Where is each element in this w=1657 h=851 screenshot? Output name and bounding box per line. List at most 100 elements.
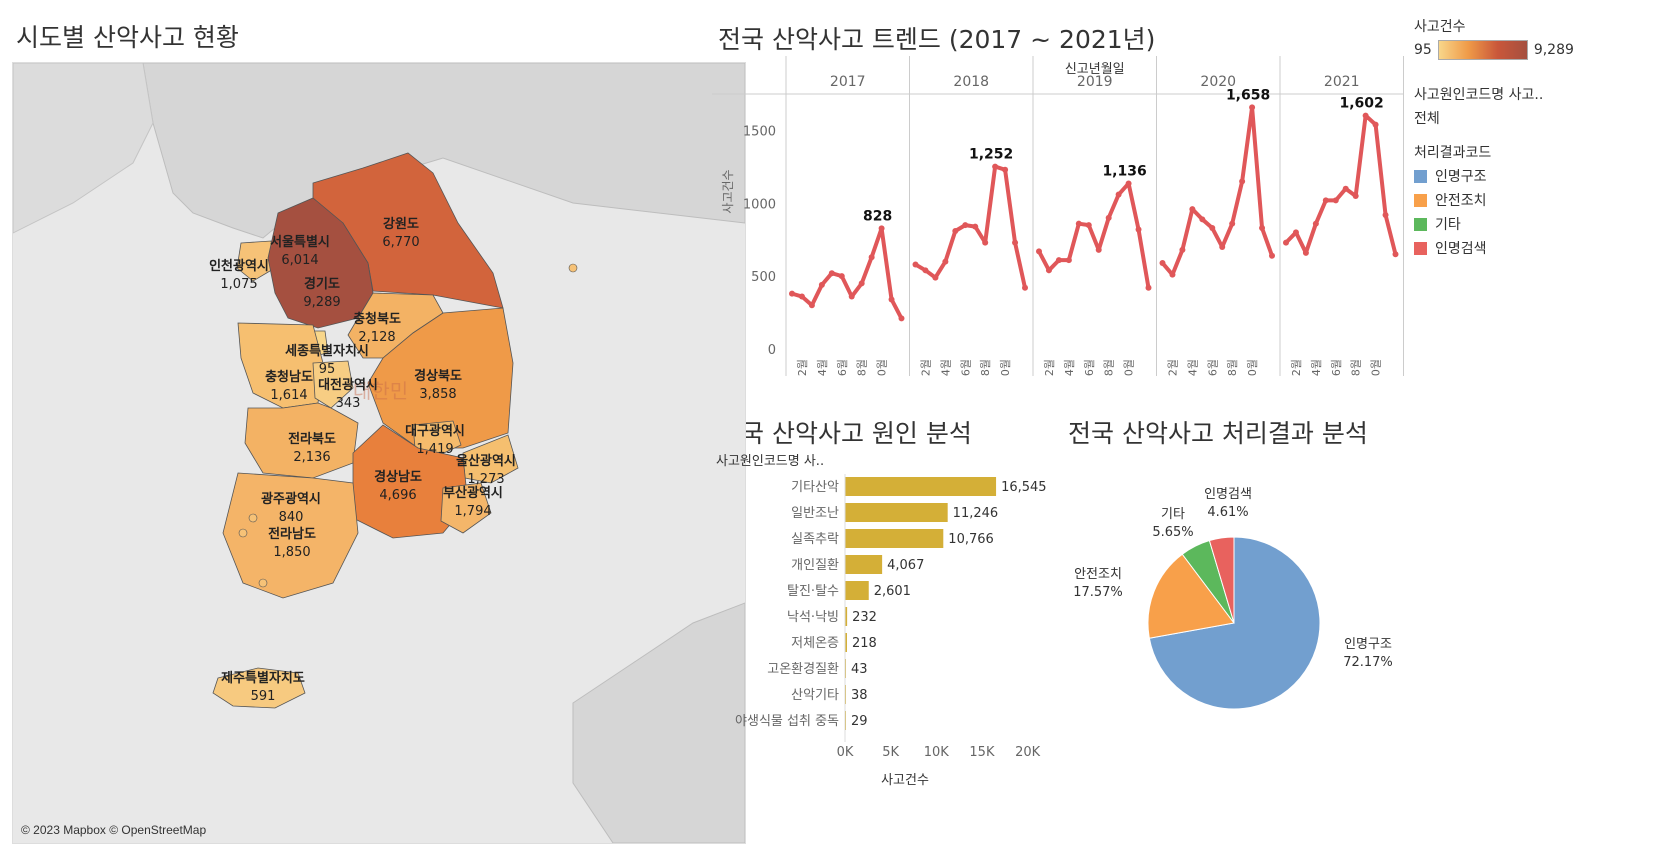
trend-point-0-6[interactable] bbox=[848, 293, 855, 300]
trend-point-0-1[interactable] bbox=[798, 293, 805, 300]
trend-point-2-0[interactable] bbox=[1036, 248, 1042, 255]
map-region-15[interactable] bbox=[222, 472, 359, 599]
trend-point-4-6[interactable] bbox=[1342, 185, 1349, 192]
trend-point-3-0[interactable] bbox=[1159, 260, 1166, 267]
trend-point-1-8[interactable] bbox=[992, 163, 999, 170]
trend-xtick-3-4: 10월 bbox=[1246, 359, 1259, 376]
pie-slice-1[interactable] bbox=[1147, 553, 1235, 639]
trend-point-2-1[interactable] bbox=[1045, 267, 1052, 274]
cause-bar-6[interactable] bbox=[845, 633, 847, 652]
trend-line-1[interactable] bbox=[914, 164, 1027, 289]
trend-point-3-8[interactable] bbox=[1239, 178, 1246, 185]
trend-point-4-4[interactable] bbox=[1322, 197, 1329, 204]
cause-bar-2[interactable] bbox=[845, 529, 944, 548]
trend-point-4-11[interactable] bbox=[1392, 251, 1399, 258]
trend-point-1-3[interactable] bbox=[942, 258, 949, 265]
cause-bar-0[interactable] bbox=[845, 477, 997, 496]
trend-point-0-10[interactable] bbox=[888, 296, 895, 303]
trend-point-1-1[interactable] bbox=[922, 267, 929, 274]
trend-point-3-3[interactable] bbox=[1189, 206, 1196, 213]
trend-point-1-0[interactable] bbox=[912, 261, 919, 268]
map-region-7[interactable] bbox=[312, 360, 354, 409]
cause-filter[interactable]: 사고원인코드명 사고.. 전체 bbox=[1414, 84, 1644, 128]
trend-point-3-4[interactable] bbox=[1199, 216, 1206, 223]
trend-point-3-10[interactable] bbox=[1259, 225, 1266, 232]
trend-line-2[interactable] bbox=[1037, 181, 1151, 289]
map-region-name-4: 충청북도 bbox=[353, 311, 401, 327]
trend-point-2-7[interactable] bbox=[1105, 214, 1112, 221]
trend-xtick-1-1: 4월 bbox=[939, 359, 952, 376]
trend-point-3-2[interactable] bbox=[1179, 246, 1186, 253]
trend-point-2-2[interactable] bbox=[1055, 257, 1062, 264]
map-region-8[interactable] bbox=[367, 307, 514, 449]
trend-point-1-11[interactable] bbox=[1022, 284, 1028, 291]
trend-point-2-10[interactable] bbox=[1135, 226, 1142, 233]
cause-bar-5[interactable] bbox=[845, 607, 848, 626]
trend-point-0-0[interactable] bbox=[789, 290, 795, 297]
trend-point-3-7[interactable] bbox=[1229, 220, 1236, 227]
trend-point-0-11[interactable] bbox=[898, 315, 905, 322]
trend-point-2-8[interactable] bbox=[1115, 191, 1122, 198]
map-credit[interactable]: © 2023 Mapbox © OpenStreetMap bbox=[21, 823, 207, 837]
trend-point-2-4[interactable] bbox=[1075, 220, 1082, 227]
map-region-13[interactable] bbox=[440, 482, 492, 534]
map-regions bbox=[212, 152, 578, 709]
trend-line-0[interactable] bbox=[791, 226, 904, 320]
trend-point-0-5[interactable] bbox=[838, 273, 845, 280]
trend-point-2-3[interactable] bbox=[1065, 257, 1072, 264]
result-legend-item-2[interactable]: 기타 bbox=[1414, 214, 1644, 234]
trend-point-4-9[interactable] bbox=[1372, 121, 1379, 128]
trend-line-4[interactable] bbox=[1284, 113, 1398, 255]
trend-point-4-3[interactable] bbox=[1312, 220, 1319, 227]
trend-point-4-10[interactable] bbox=[1382, 211, 1389, 218]
trend-point-3-5[interactable] bbox=[1209, 225, 1216, 232]
pie-slice-3[interactable] bbox=[1208, 536, 1235, 624]
cause-chart[interactable]: 사고원인코드명 사.. 기타산악 16,545 일반조난 11,246 실족추락 10,76… bbox=[712, 448, 1062, 793]
trend-point-4-2[interactable] bbox=[1302, 249, 1309, 256]
trend-point-0-2[interactable] bbox=[808, 302, 815, 309]
trend-point-4-8[interactable] bbox=[1362, 112, 1369, 119]
cause-bar-3[interactable] bbox=[845, 555, 883, 574]
trend-point-0-4[interactable] bbox=[828, 270, 835, 277]
trend-point-3-1[interactable] bbox=[1169, 271, 1176, 278]
trend-point-0-9[interactable] bbox=[878, 225, 885, 232]
trend-point-1-10[interactable] bbox=[1012, 239, 1019, 246]
result-pie-chart[interactable]: 인명구조 72.17% 안전조치 17.57% 기타 5.65% 인명검색 4.61% bbox=[1068, 478, 1408, 738]
result-legend-item-0[interactable]: 인명구조 bbox=[1414, 166, 1644, 186]
map-region-9[interactable] bbox=[244, 402, 359, 479]
result-legend-item-1[interactable]: 안전조치 bbox=[1414, 190, 1644, 210]
trend-point-0-3[interactable] bbox=[818, 281, 825, 288]
trend-point-0-7[interactable] bbox=[858, 280, 865, 287]
trend-point-1-2[interactable] bbox=[932, 274, 939, 281]
trend-point-2-9[interactable] bbox=[1125, 180, 1132, 187]
trend-point-4-7[interactable] bbox=[1352, 193, 1359, 199]
trend-point-3-9[interactable] bbox=[1249, 104, 1256, 111]
map-region-value-11: 1,273 bbox=[467, 472, 504, 487]
trend-point-2-5[interactable] bbox=[1085, 222, 1092, 229]
map-region-10[interactable] bbox=[412, 420, 462, 459]
trend-point-1-6[interactable] bbox=[972, 223, 979, 230]
trend-point-0-8[interactable] bbox=[868, 254, 875, 261]
trend-point-2-11[interactable] bbox=[1145, 284, 1152, 291]
map-region-16[interactable] bbox=[212, 667, 306, 709]
cause-bar-1[interactable] bbox=[845, 503, 948, 522]
trend-point-4-0[interactable] bbox=[1283, 239, 1289, 246]
trend-line-3[interactable] bbox=[1160, 105, 1274, 277]
trend-point-3-11[interactable] bbox=[1269, 252, 1275, 259]
trend-xtick-0-2: 6월 bbox=[836, 359, 849, 376]
map-region-2[interactable] bbox=[236, 240, 276, 282]
pie-slice-0[interactable] bbox=[1148, 536, 1321, 710]
region-map[interactable]: 대한민 강원도 6,770 서울특별시 6,014 인천광역시 1,075 경기도 9,289… bbox=[12, 62, 746, 844]
trend-point-2-6[interactable] bbox=[1095, 246, 1102, 253]
cause-bar-4[interactable] bbox=[845, 581, 869, 600]
trend-point-1-7[interactable] bbox=[982, 239, 989, 246]
trend-point-3-6[interactable] bbox=[1219, 244, 1226, 250]
trend-point-1-9[interactable] bbox=[1002, 166, 1009, 173]
result-legend-item-3[interactable]: 인명검색 bbox=[1414, 238, 1644, 258]
cause-filter-value[interactable]: 전체 bbox=[1414, 111, 1440, 127]
trend-point-1-5[interactable] bbox=[962, 222, 969, 229]
trend-chart[interactable]: 신고년월일 0 500 1000 1500 사고건수 2017 828 2월 4월 6월 8월 10월 2… bbox=[712, 56, 1412, 376]
trend-point-4-5[interactable] bbox=[1332, 197, 1339, 204]
trend-point-1-4[interactable] bbox=[952, 227, 959, 234]
trend-point-4-1[interactable] bbox=[1292, 229, 1299, 236]
